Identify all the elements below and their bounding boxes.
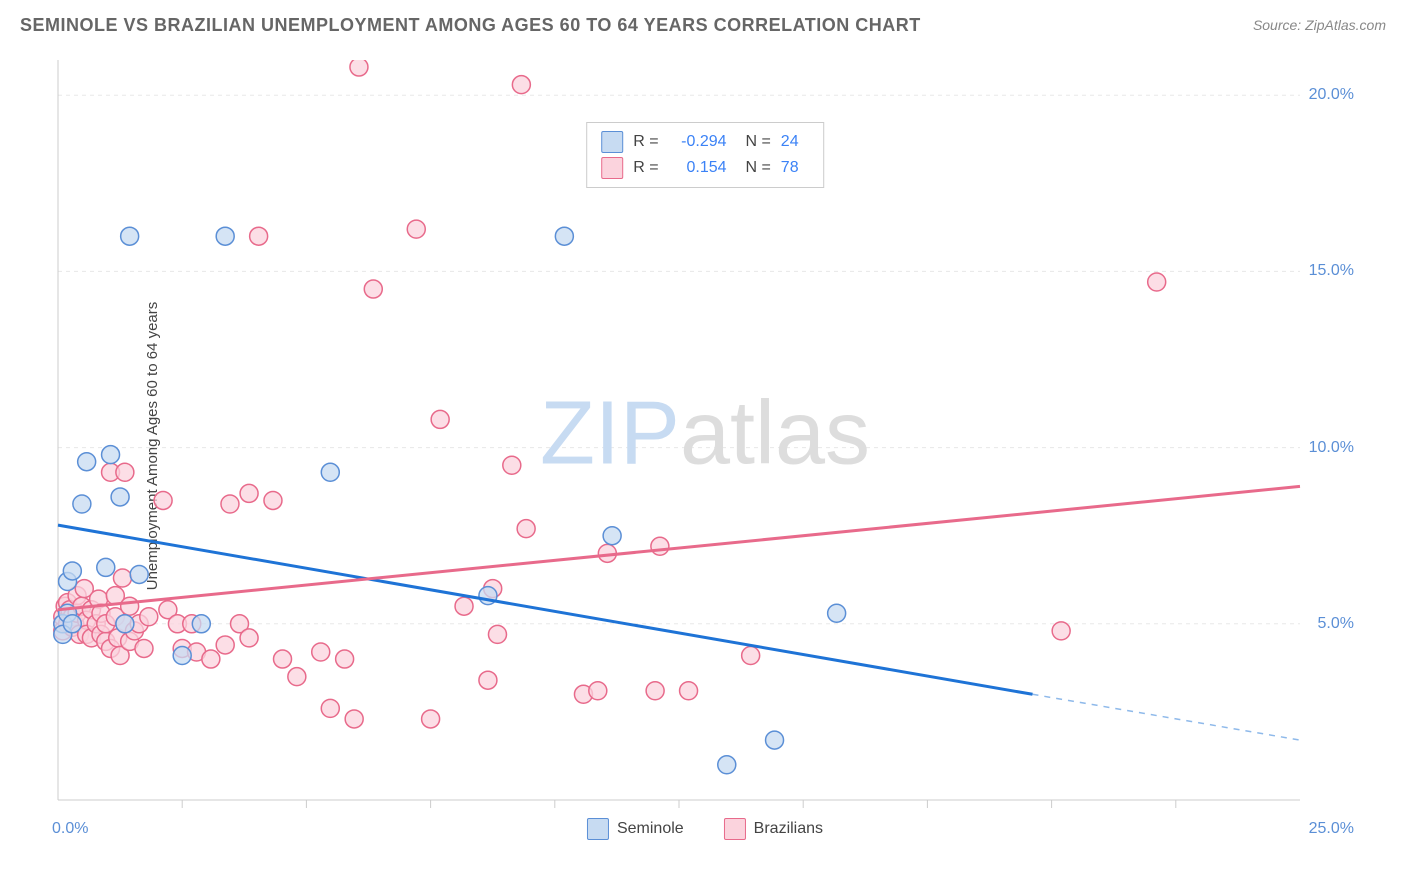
brazilians-n-value: 78 — [781, 155, 809, 181]
series-legend: Seminole Brazilians — [587, 818, 823, 840]
n-label: N = — [737, 129, 771, 155]
y-tick-label: 5.0% — [1318, 615, 1354, 633]
seminole-n-value: 24 — [781, 129, 809, 155]
seminole-r-value: -0.294 — [669, 129, 727, 155]
seminole-swatch — [601, 131, 623, 153]
legend-label-seminole: Seminole — [617, 820, 684, 838]
x-tick-left: 0.0% — [52, 820, 88, 838]
r-label: R = — [633, 129, 658, 155]
brazilians-swatch-icon — [724, 818, 746, 840]
r-label: R = — [633, 155, 658, 181]
brazilians-r-value: 0.154 — [669, 155, 727, 181]
chart-title: SEMINOLE VS BRAZILIAN UNEMPLOYMENT AMONG… — [20, 15, 921, 36]
legend-row-seminole: R = -0.294 N = 24 — [601, 129, 809, 155]
legend-label-brazilians: Brazilians — [754, 820, 823, 838]
chart-header: SEMINOLE VS BRAZILIAN UNEMPLOYMENT AMONG… — [0, 0, 1406, 50]
legend-item-brazilians: Brazilians — [724, 818, 823, 840]
n-label: N = — [737, 155, 771, 181]
legend-row-brazilians: R = 0.154 N = 78 — [601, 155, 809, 181]
correlation-legend: R = -0.294 N = 24 R = 0.154 N = 78 — [586, 122, 824, 188]
legend-item-seminole: Seminole — [587, 818, 684, 840]
y-tick-label: 15.0% — [1309, 262, 1354, 280]
x-tick-right: 25.0% — [1309, 820, 1354, 838]
brazilians-swatch — [601, 157, 623, 179]
chart-source: Source: ZipAtlas.com — [1253, 17, 1386, 33]
y-tick-label: 20.0% — [1309, 86, 1354, 104]
y-tick-label: 10.0% — [1309, 439, 1354, 457]
chart-area: ZIPatlas R = -0.294 N = 24 R = 0.154 N =… — [50, 60, 1360, 840]
seminole-swatch-icon — [587, 818, 609, 840]
